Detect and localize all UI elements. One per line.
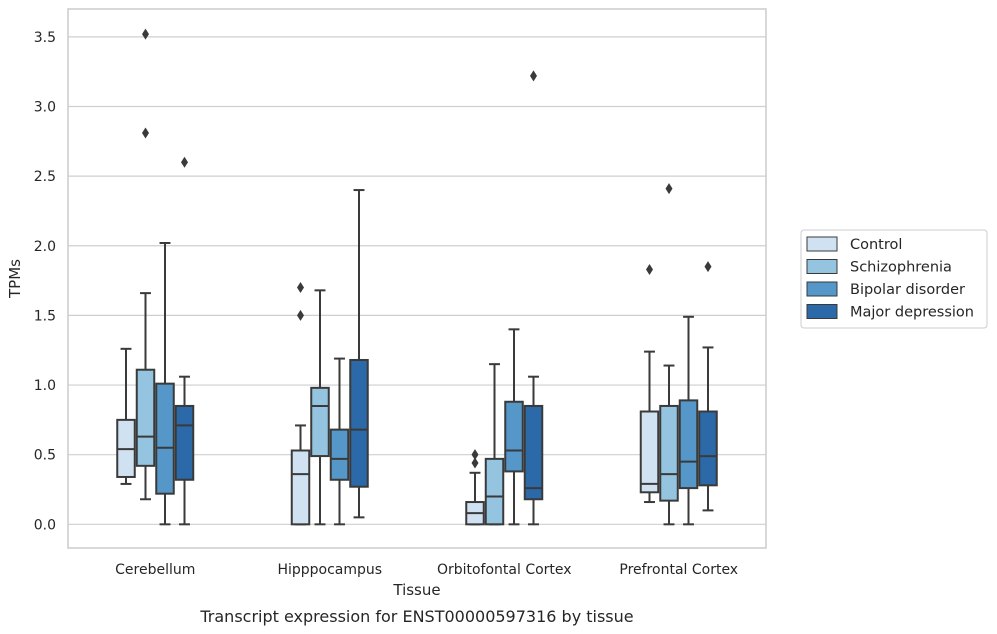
y-tick-label: 2.0: [34, 239, 56, 255]
box: [484, 363, 505, 526]
box: [678, 315, 699, 526]
box-body: [329, 428, 350, 481]
box: [174, 156, 195, 526]
y-tick-label: 1.0: [34, 378, 56, 394]
y-axis-label: TPMs: [6, 259, 24, 299]
outlier-point: [297, 282, 304, 294]
box: [659, 183, 679, 526]
outlier-point: [471, 449, 479, 461]
y-tick-label: 3.5: [34, 30, 56, 46]
box: [465, 449, 485, 526]
outlier-point: [665, 183, 673, 195]
legend-label: Major depression: [850, 305, 974, 321]
box-body: [698, 410, 718, 487]
legend-label: Schizophrenia: [850, 260, 952, 276]
box-body: [135, 368, 156, 467]
box: [135, 28, 156, 501]
box: [329, 357, 350, 526]
x-axis-label: Tissue: [392, 581, 440, 599]
box: [155, 241, 175, 526]
outlier-point: [297, 309, 304, 321]
box: [290, 282, 311, 526]
box-body: [349, 358, 369, 488]
box-body: [484, 457, 505, 526]
outlier-point: [471, 457, 479, 469]
box-body: [504, 400, 524, 473]
outlier-point: [142, 127, 149, 139]
box: [116, 347, 136, 485]
box-body: [290, 449, 311, 526]
box-body: [174, 404, 195, 481]
legend-frame: [800, 229, 988, 329]
outlier-point: [142, 28, 149, 40]
y-tick-label: 3.0: [34, 99, 56, 115]
x-tick-labels: Cerebellum Hipppocampus Orbitofontal Corte…: [115, 562, 738, 578]
box-body: [659, 404, 679, 502]
legend-label: Control: [850, 237, 902, 253]
plot-frame: [67, 8, 767, 549]
legend-swatch: [806, 236, 838, 252]
box-body: [639, 410, 660, 494]
x-tick-label: Cerebellum: [115, 562, 195, 578]
x-tick-label: Hipppocampus: [277, 562, 382, 578]
x-tick-label: Orbitofontal Cortex: [437, 562, 572, 578]
box-body: [523, 404, 544, 501]
figure-caption: Transcript expression for ENST0000059731…: [199, 607, 633, 626]
box-series: [116, 28, 718, 526]
outlier-point: [530, 70, 537, 82]
y-tick-label: 0.5: [34, 448, 56, 464]
legend-swatch: [806, 259, 838, 274]
y-tick-label: 1.5: [34, 308, 56, 324]
box: [310, 289, 330, 526]
y-tick-label: 2.5: [34, 169, 56, 185]
box: [698, 261, 718, 512]
legend: Control Schizophrenia Bipolar disorder Majo…: [800, 229, 988, 329]
legend-swatch: [806, 304, 838, 319]
box-body: [678, 399, 699, 490]
outlier-point: [646, 263, 653, 275]
box: [639, 263, 660, 504]
outlier-point: [704, 261, 712, 273]
box-body: [310, 386, 330, 458]
outlier-point: [181, 156, 188, 168]
y-tick-labels: 0.0 0.5 1.0 1.5 2.0 2.5 3.0 3.5: [34, 30, 56, 533]
legend-swatch: [806, 281, 838, 297]
legend-label: Bipolar disorder: [850, 282, 965, 298]
y-tick-label: 0.0: [34, 517, 56, 533]
box: [504, 328, 524, 526]
box: [523, 70, 544, 526]
x-tick-label: Prefrontal Cortex: [619, 562, 738, 578]
box: [349, 189, 369, 519]
box-body: [155, 382, 175, 495]
